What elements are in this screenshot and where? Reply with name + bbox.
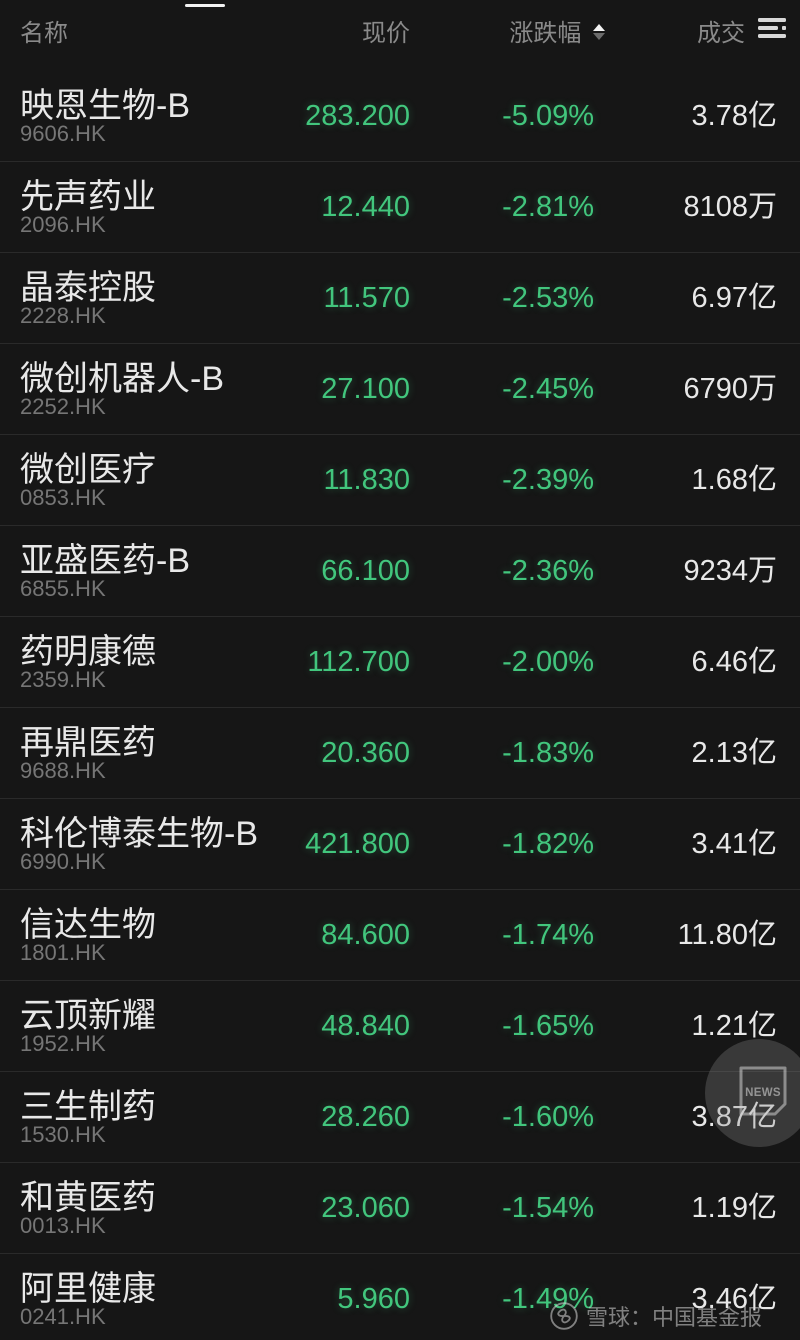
svg-text:NEWS: NEWS xyxy=(745,1087,781,1099)
